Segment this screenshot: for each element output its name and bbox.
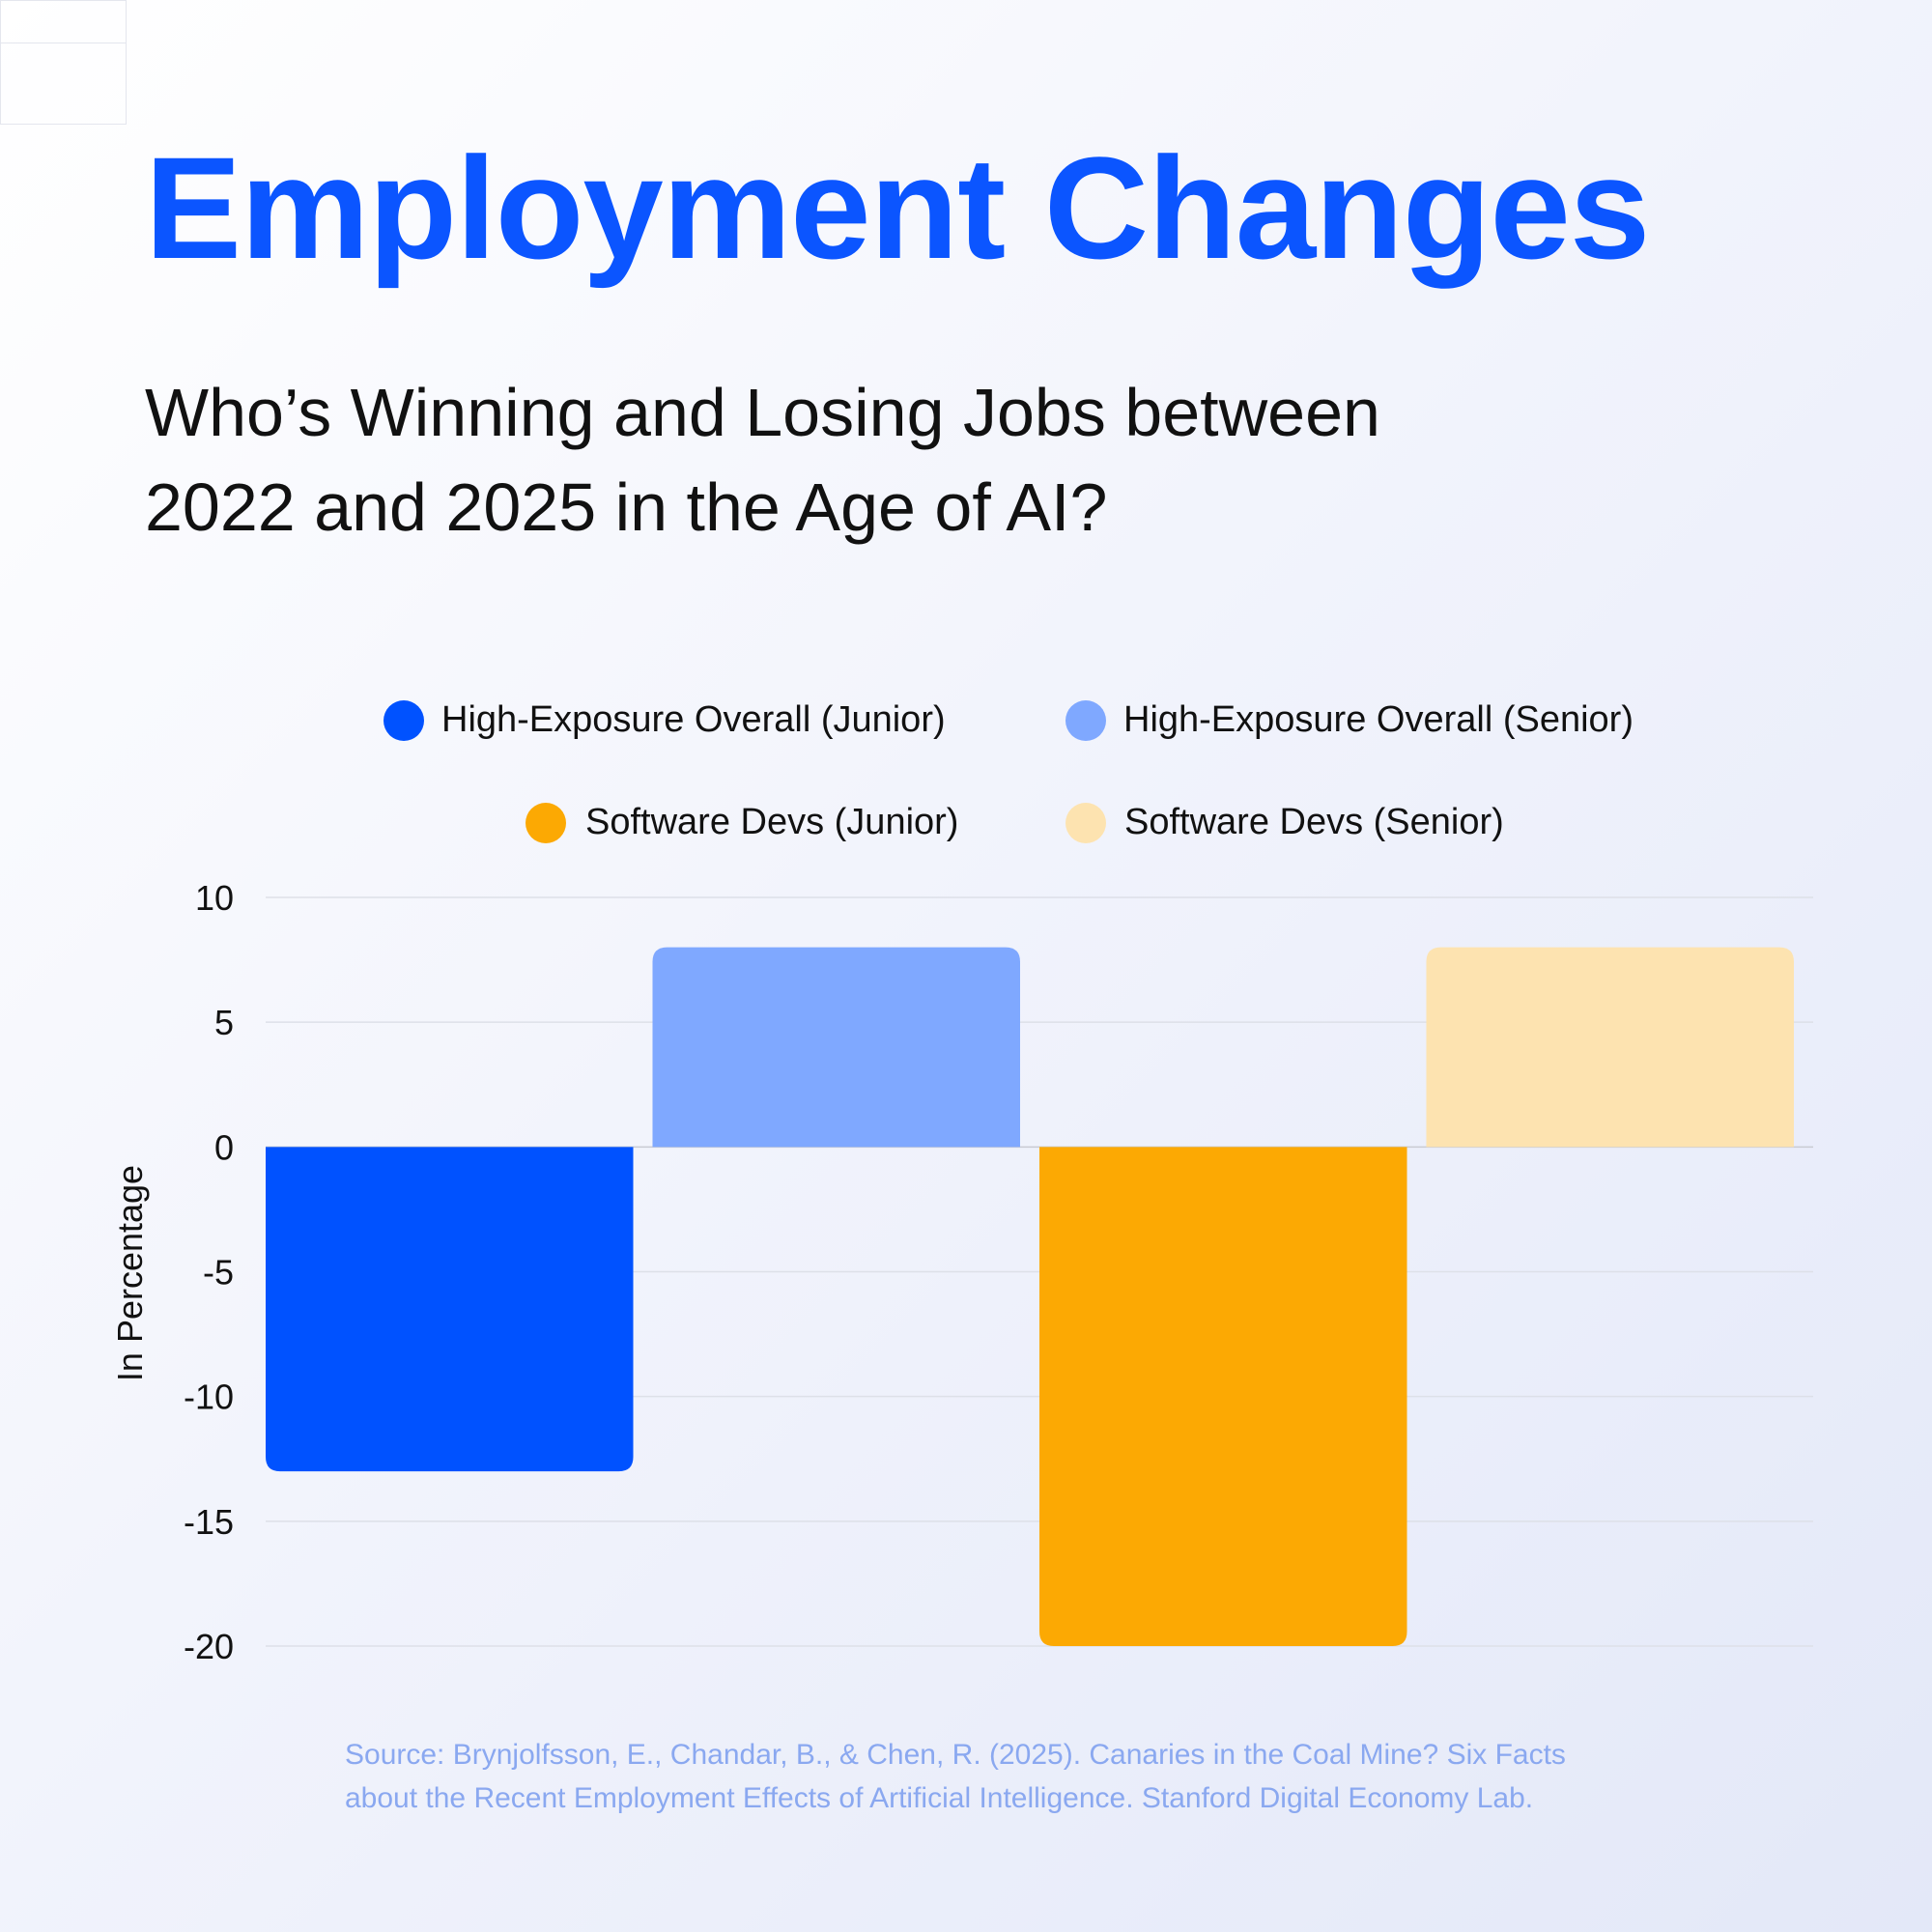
source-citation: Source: Brynjolfsson, E., Chandar, B., &… — [345, 1733, 1697, 1820]
corner-frame — [0, 0, 127, 125]
source-line-1: Source: Brynjolfsson, E., Chandar, B., &… — [345, 1739, 1566, 1771]
y-tick-label: -5 — [203, 1253, 234, 1293]
y-tick-label: 5 — [214, 1003, 234, 1042]
legend-label-4: Software Devs (Senior) — [1124, 802, 1504, 842]
legend-swatch-4 — [1065, 803, 1106, 843]
page-subtitle: Who’s Winning and Losing Jobs between 20… — [145, 365, 1594, 554]
y-tick-label: -20 — [184, 1627, 234, 1666]
legend-swatch-1 — [384, 700, 424, 741]
y-tick-label: 0 — [214, 1127, 234, 1167]
y-axis-label: In Percentage — [110, 1165, 150, 1381]
bar-2 — [652, 947, 1020, 1148]
y-tick-label: -10 — [184, 1378, 234, 1417]
legend: High-Exposure Overall (Junior) High-Expos… — [384, 699, 1634, 843]
subtitle-line-1: Who’s Winning and Losing Jobs between — [145, 375, 1380, 450]
legend-swatch-2 — [1065, 700, 1106, 741]
legend-swatch-3 — [526, 803, 566, 843]
page-title: Employment Changes — [145, 127, 1650, 289]
legend-label-1: High-Exposure Overall (Junior) — [441, 699, 946, 740]
legend-label-2: High-Exposure Overall (Senior) — [1123, 699, 1634, 740]
bar-3 — [1039, 1147, 1407, 1646]
y-axis-ticks: 10 5 0 -5 -10 -15 -20 — [184, 878, 234, 1666]
bar-1 — [266, 1147, 634, 1472]
y-tick-label: 10 — [195, 878, 234, 918]
subtitle-line-2: 2022 and 2025 in the Age of AI? — [145, 469, 1108, 545]
source-line-2: about the Recent Employment Effects of A… — [345, 1782, 1534, 1814]
legend-label-3: Software Devs (Junior) — [585, 802, 958, 842]
bar-4 — [1426, 947, 1794, 1148]
y-tick-label: -15 — [184, 1502, 234, 1542]
bars — [266, 947, 1794, 1646]
